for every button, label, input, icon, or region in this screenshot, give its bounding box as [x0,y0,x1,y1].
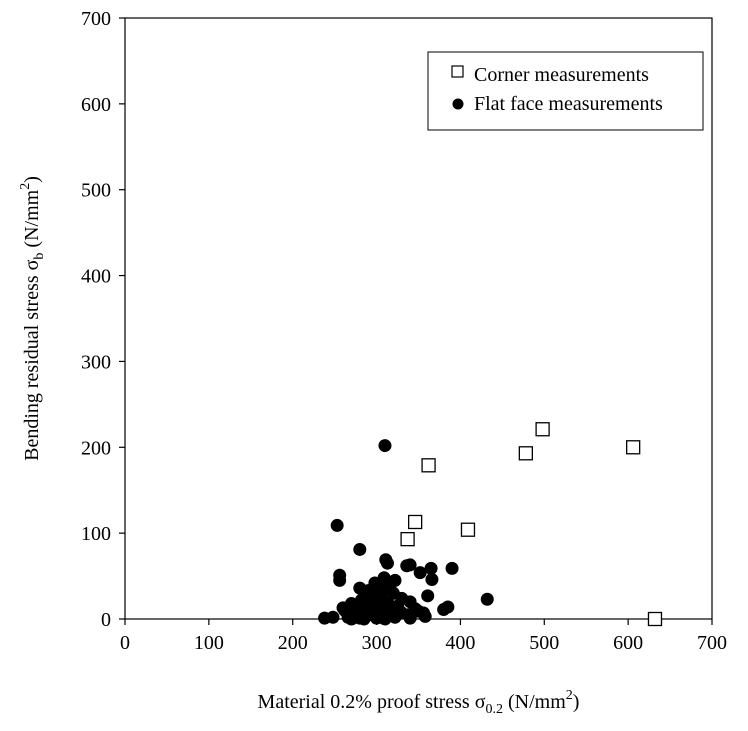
flat-face-point [330,518,344,532]
y-axis-title-subscript: b [32,253,47,260]
y-tick-label: 600 [81,94,111,116]
flat-face-point [333,573,347,587]
x-tick-label: 200 [278,632,308,654]
corner-point [647,611,663,627]
x-axis-title-main: Material 0.2% proof stress σ [258,691,486,713]
flat-face-point [388,610,402,624]
flat-face-point [357,612,371,626]
flat-face-point [437,603,451,617]
legend-label-flat-face: Flat face measurements [474,93,663,115]
corner-point [460,522,476,537]
x-tick-label: 300 [362,632,392,654]
y-tick-label: 200 [81,437,111,459]
x-axis-title-unit-close: ) [573,691,580,713]
flat-face-point [403,558,417,572]
flat-face-point [480,592,494,606]
flat-face-point [380,556,394,570]
flat-face-point [353,542,367,556]
legend-label-corner: Corner measurements [474,64,649,86]
flat-face-point [378,439,392,453]
y-axis-title-unit: (N/mm [21,189,43,252]
legend-marker-corner [451,65,464,78]
flat-face-point [424,561,438,575]
legend-box [427,51,704,131]
y-tick-label: 500 [81,180,111,202]
x-axis-title-subscript: 0.2 [486,702,504,717]
flat-face-point [344,612,358,626]
x-tick-label: 700 [697,632,727,654]
x-tick-label: 600 [613,632,643,654]
corner-point [400,532,415,547]
y-tick-label: 100 [81,523,111,545]
flat-face-point [418,609,432,623]
y-tick-label: 400 [81,266,111,288]
x-tick-label: 100 [194,632,224,654]
flat-face-point [421,589,435,603]
y-tick-label: 300 [81,351,111,373]
y-tick-label: 700 [81,8,111,30]
corner-point [518,446,533,461]
y-axis-title: Bending residual stress σb (N/mm2) [18,176,47,461]
flat-face-point [378,612,392,626]
corner-point [626,440,641,455]
y-axis-title-unit-close: ) [21,176,43,183]
data-points [318,422,663,627]
corner-point [535,422,550,437]
x-tick-label: 0 [120,632,130,654]
legend: Corner measurements Flat face measuremen… [427,51,704,131]
flat-face-point [425,573,439,587]
flat-face-point [403,611,417,625]
flat-face-point [413,566,427,580]
x-tick-label: 400 [445,632,475,654]
x-axis-title-unit: (N/mm [503,691,566,713]
legend-marker-flat-face [452,98,464,110]
y-tick-label: 0 [101,609,111,631]
flat-face-point [326,610,340,624]
y-axis-title-main: Bending residual stress σ [21,259,43,461]
axis-ticks: 0 100 200 300 400 500 600 700 0 100 200 300 400 500 60… [81,8,727,654]
plot-area-frame [124,17,713,620]
x-tick-label: 500 [529,632,559,654]
y-axis-title-superscript: 2 [18,183,33,190]
flat-face-point [445,561,459,575]
corner-point [421,458,436,473]
corner-point [407,514,423,530]
x-axis-title: Material 0.2% proof stress σ0.2 (N/mm2) [258,688,580,717]
x-axis-title-superscript: 2 [566,688,573,703]
